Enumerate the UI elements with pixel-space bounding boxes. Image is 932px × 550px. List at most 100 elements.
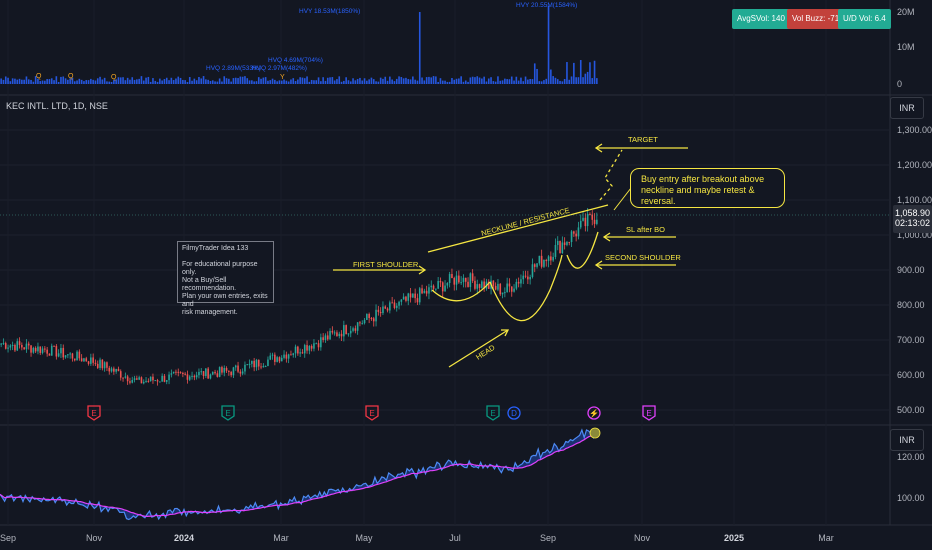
volume-bar [366,80,368,84]
volume-bar [78,78,81,84]
candle-body [69,353,71,355]
price-tick-label: 600.00 [897,370,925,380]
volume-bar [25,76,28,84]
candle-body [147,380,150,382]
candle-body [129,381,131,383]
candle-body [575,233,577,237]
candle-body [2,343,5,345]
sl-arrow-head [602,232,611,242]
volume-bar [140,76,143,84]
volume-bar [428,76,430,84]
head-label: HEAD [474,342,497,361]
volume-bar [492,81,495,84]
volume-bar [223,76,226,84]
volume-bar [2,79,5,84]
volume-bar [301,77,304,84]
price-tick-label: 500.00 [897,405,925,415]
volume-bar [299,77,301,84]
vol-label-3: HVQ 2.89M(533%) [206,65,261,72]
event-marker[interactable]: E [642,405,656,421]
event-marker[interactable]: E [221,405,235,421]
volume-bar [83,81,85,84]
volume-bar [175,78,177,84]
volume-bar [232,78,235,84]
candle-body [142,381,145,384]
candle-body [359,322,361,324]
volume-bar [471,76,474,84]
volume-bar [533,63,536,84]
volume-bar [62,76,65,84]
volume-bar [575,77,577,84]
candle-body [223,367,226,373]
event-marker[interactable]: E [87,405,101,421]
first-shoulder-curve [431,281,491,302]
candle-body [287,354,290,359]
candle-body [407,293,410,301]
time-tick-label: 2025 [724,533,744,543]
volume-bar [554,77,557,84]
volume-bar [168,80,170,84]
candle-body [53,345,55,347]
candle-body [211,371,214,375]
volume-bar [218,78,221,84]
volume-bar [182,79,184,84]
idea-note-box[interactable]: FilmyTrader Idea 133 For educational pur… [177,241,274,316]
volume-bar [568,79,571,84]
candle-body [315,343,318,345]
event-marker[interactable]: E [486,405,500,421]
volume-bar [69,78,71,84]
currency-button-top[interactable]: INR [890,97,924,119]
volume-bar [359,77,361,84]
candle-body [271,354,274,356]
candle-body [499,283,502,295]
first-shoulder-label: FIRST SHOULDER [353,260,419,269]
candle-body [326,335,329,340]
svg-text:Q: Q [36,73,42,80]
volume-bar [94,80,97,84]
candle-body [195,375,198,378]
event-marker[interactable]: E [365,405,379,421]
volume-bar [363,78,366,84]
volume-bar [87,80,90,84]
time-tick-label: Mar [273,533,289,543]
event-marker[interactable]: ⚡ [587,406,601,420]
volume-bar [195,80,198,84]
volume-bar [455,78,458,84]
candle-body [529,276,531,280]
volume-bar [37,78,39,84]
volume-bar [395,78,398,84]
candle-body [501,292,504,295]
volume-bar [550,69,552,84]
volume-bar [501,80,504,84]
pattern-labels: TARGET NECKLINE / RESISTANCE FIRST SHOUL… [353,135,681,362]
volume-bar [124,80,127,84]
volume-bar [207,79,209,84]
event-marker[interactable]: D [507,406,521,420]
volume-bar [241,76,244,84]
volume-bar [262,77,265,84]
grid [0,129,890,411]
candle-body [517,281,520,284]
buy-entry-callout[interactable]: Buy entry after breakout above neckline … [630,168,785,208]
volume-bar [133,79,136,84]
volume-bar [90,78,92,84]
candle-body [492,280,495,286]
candle-body [260,366,262,368]
volume-bar [46,79,48,84]
neckline-line [427,204,609,253]
candle-body [161,375,163,382]
candle-body [294,346,297,354]
candle-body [361,323,364,325]
candle-body [536,263,538,267]
vol-label-1: HVY 18.53M(1850%) [299,8,360,15]
volume-bar [586,71,589,84]
currency-button-bottom[interactable]: INR [890,429,924,451]
volume-bar [32,81,35,84]
volume-bar [435,76,437,84]
volume-bar [589,62,591,84]
volume-bar [274,79,276,84]
volume-bar [379,77,382,84]
candle-body [416,298,419,303]
candle-body [280,357,283,362]
volume-bar [142,80,145,84]
